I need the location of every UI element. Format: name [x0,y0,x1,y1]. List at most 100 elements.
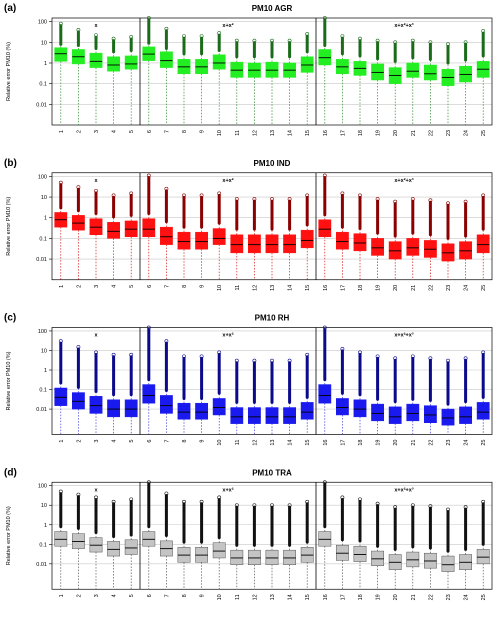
box-20: 20 [388,356,402,446]
x-tick-label: 6 [147,285,153,288]
outlier-point [217,31,222,35]
x-tick-label: 4 [112,594,118,597]
box-18: 18 [353,350,367,446]
box-body [283,407,297,424]
box-5: 5 [124,191,138,288]
box-body [54,47,68,62]
x-tick-label: 7 [164,130,170,133]
box-5: 5 [124,352,138,443]
x-tick-label: 14 [288,440,294,446]
group-label: x+x² [222,22,233,29]
box-24: 24 [459,199,473,291]
x-tick-label: 5 [129,440,135,443]
x-tick-label: 15 [305,130,311,136]
box-25: 25 [476,499,490,600]
y-tick-label: 1 [44,368,47,374]
outlier-point [182,499,186,504]
outlier-point [111,499,116,504]
x-tick-label: 6 [147,130,153,133]
box-15: 15 [300,32,314,136]
box-6: 6 [142,16,156,133]
panel-1: (a) PM10 AGR 100 10 1 0.1 0.01 Relative error P… [4,3,493,136]
outlier-point [340,34,345,38]
box-body [353,399,367,418]
box-15: 15 [300,193,314,291]
box-4: 4 [107,36,121,133]
x-tick-label: 17 [340,440,346,446]
box-3: 3 [89,350,103,443]
group-label: x [94,333,98,339]
outlier-point [375,38,380,43]
outlier-point [129,497,134,502]
panel-label: (c) [4,313,16,324]
y-tick-label: 100 [38,484,47,490]
y-tick-label: 10 [41,503,47,509]
outlier-point [234,503,239,508]
x-tick-label: 25 [481,440,487,446]
box-18: 18 [353,497,367,600]
box-9: 9 [195,193,209,288]
plot-frame [51,17,493,126]
box-3: 3 [89,33,103,133]
x-tick-label: 22 [428,130,434,136]
outlier-point [252,358,257,363]
box-body [335,231,349,250]
outlier-point [358,36,362,41]
y-tick-label: 0.01 [36,102,47,108]
box-17: 17 [335,191,349,291]
x-tick-label: 17 [340,285,346,291]
group-label: x [94,487,98,493]
box-24: 24 [459,356,473,446]
box-body [283,234,297,254]
box-22: 22 [423,356,437,446]
box-20: 20 [388,505,402,600]
box-body [230,549,244,565]
box-body [247,549,261,565]
x-tick-label: 5 [129,594,135,597]
box-body [89,52,103,68]
x-tick-label: 11 [235,440,241,446]
box-19: 19 [371,501,385,600]
box-body [247,407,261,424]
outlier-point [393,356,398,361]
outlier-point [76,185,81,190]
x-tick-label: 11 [235,285,241,291]
x-tick-label: 24 [464,594,470,600]
outlier-point [111,193,116,198]
y-tick-label: 0.1 [39,82,47,88]
outlier-point [410,503,415,508]
box-body [459,406,473,424]
box-4: 4 [107,352,121,443]
box-19: 19 [371,354,385,446]
box-body [212,542,226,559]
box-body [124,55,138,70]
x-tick-label: 19 [376,285,382,291]
outlier-point [322,173,327,178]
box-24: 24 [459,40,473,136]
outlier-point [217,495,222,500]
box-12: 12 [247,503,261,600]
outlier-point [146,325,151,330]
outlier-point [305,352,310,357]
x-tick-label: 2 [76,594,82,597]
x-tick-label: 9 [200,440,206,443]
x-tick-label: 8 [182,594,188,597]
box-21: 21 [406,197,420,291]
box-body [159,226,173,245]
x-tick-label: 3 [94,440,100,443]
box-body [406,238,420,256]
y-tick-label: 0.01 [36,407,47,413]
box-body [318,49,332,66]
box-14: 14 [283,38,297,136]
box-body [212,228,226,245]
box-10: 10 [212,31,226,136]
x-tick-label: 2 [76,285,82,288]
x-tick-label: 17 [340,594,346,600]
box-body [318,219,332,238]
group-label: x [94,178,98,184]
x-tick-label: 4 [112,285,118,288]
outlier-point [252,197,257,201]
box-body [476,549,490,565]
outlier-point [463,199,468,204]
